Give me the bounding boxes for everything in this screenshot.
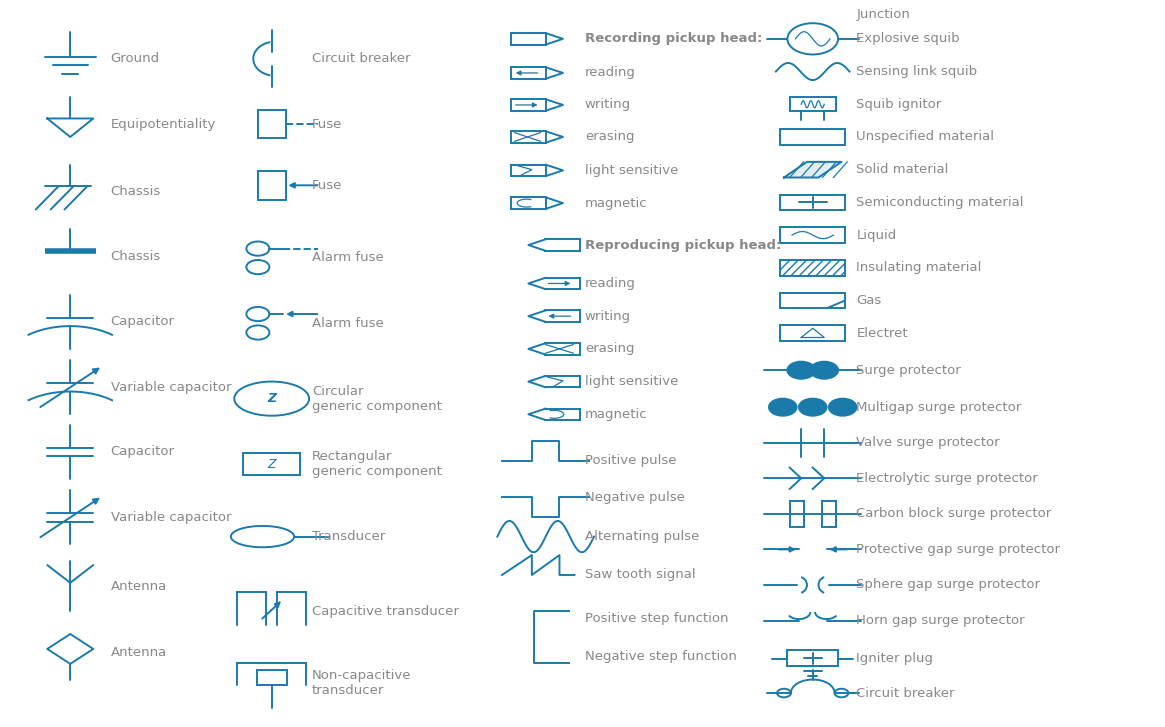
Bar	[781, 195, 845, 210]
Text: Alarm fuse: Alarm fuse	[312, 252, 383, 265]
Text: Positive pulse: Positive pulse	[585, 454, 677, 467]
Text: Squib ignitor: Squib ignitor	[856, 97, 941, 111]
Bar	[822, 501, 835, 526]
Text: Circular
generic component: Circular generic component	[312, 385, 442, 413]
Text: Protective gap surge protector: Protective gap surge protector	[856, 543, 1060, 556]
Text: Saw tooth signal: Saw tooth signal	[585, 569, 696, 582]
Text: Reproducing pickup head:: Reproducing pickup head:	[585, 238, 782, 252]
Text: Insulating material: Insulating material	[856, 261, 982, 274]
Bar	[243, 453, 301, 475]
Text: magnetic: magnetic	[585, 408, 648, 421]
Circle shape	[828, 398, 856, 416]
Text: Non-capacitive
transducer: Non-capacitive transducer	[312, 669, 411, 697]
Text: Explosive squib: Explosive squib	[856, 32, 960, 45]
Bar	[790, 97, 835, 111]
Text: Liquid: Liquid	[856, 228, 897, 241]
Text: Chassis: Chassis	[111, 185, 161, 198]
Text: Capacitive transducer: Capacitive transducer	[312, 606, 459, 619]
Polygon shape	[784, 162, 841, 177]
Text: Z: Z	[268, 457, 276, 470]
Text: Junction: Junction	[856, 8, 910, 21]
Text: Negative step function: Negative step function	[585, 649, 736, 662]
Text: Variable capacitor: Variable capacitor	[111, 381, 231, 394]
Text: Z: Z	[267, 392, 276, 405]
Text: magnetic: magnetic	[585, 196, 648, 209]
Bar	[781, 260, 845, 276]
Text: Electrolytic surge protector: Electrolytic surge protector	[856, 472, 1038, 485]
Text: Unspecified material: Unspecified material	[856, 130, 995, 143]
Text: Capacitor: Capacitor	[111, 446, 175, 459]
Text: Alternating pulse: Alternating pulse	[585, 530, 699, 543]
Circle shape	[788, 361, 816, 379]
Text: light sensitive: light sensitive	[585, 164, 678, 177]
Text: Multigap surge protector: Multigap surge protector	[856, 401, 1022, 414]
Text: writing: writing	[585, 310, 631, 323]
Text: Rectangular
generic component: Rectangular generic component	[312, 450, 442, 478]
Circle shape	[799, 398, 826, 416]
Bar	[790, 501, 804, 526]
Text: Variable capacitor: Variable capacitor	[111, 511, 231, 524]
Text: Surge protector: Surge protector	[856, 364, 961, 377]
Bar	[781, 293, 845, 308]
Bar	[781, 129, 845, 145]
Bar	[781, 326, 845, 341]
Text: Positive step function: Positive step function	[585, 612, 728, 625]
Text: Recording pickup head:: Recording pickup head:	[585, 32, 762, 45]
Circle shape	[769, 398, 797, 416]
Bar	[257, 110, 285, 138]
Text: reading: reading	[585, 66, 636, 79]
Text: Gas: Gas	[856, 294, 882, 307]
Text: Horn gap surge protector: Horn gap surge protector	[856, 614, 1025, 627]
Text: light sensitive: light sensitive	[585, 375, 678, 388]
Text: Capacitor: Capacitor	[111, 316, 175, 329]
Text: Fuse: Fuse	[312, 179, 343, 192]
Text: writing: writing	[585, 98, 631, 111]
Circle shape	[811, 361, 838, 379]
Bar	[788, 651, 838, 666]
Text: Equipotentiality: Equipotentiality	[111, 118, 216, 131]
Text: Fuse: Fuse	[312, 118, 343, 131]
Text: erasing: erasing	[585, 342, 634, 356]
Text: Sensing link squib: Sensing link squib	[856, 65, 977, 78]
Text: Alarm fuse: Alarm fuse	[312, 317, 383, 330]
Text: Igniter plug: Igniter plug	[856, 652, 933, 665]
Text: Ground: Ground	[111, 52, 160, 65]
Text: Circuit breaker: Circuit breaker	[856, 686, 955, 699]
Text: Negative pulse: Negative pulse	[585, 491, 685, 504]
Bar	[781, 228, 845, 243]
Text: Transducer: Transducer	[312, 530, 386, 543]
Bar	[257, 171, 285, 199]
Text: Sphere gap surge protector: Sphere gap surge protector	[856, 579, 1040, 592]
Text: erasing: erasing	[585, 130, 634, 143]
Text: Carbon block surge protector: Carbon block surge protector	[856, 507, 1052, 521]
Text: Antenna: Antenna	[111, 580, 167, 593]
Text: Antenna: Antenna	[111, 646, 167, 659]
Bar	[256, 670, 287, 685]
Text: Semiconducting material: Semiconducting material	[856, 196, 1024, 209]
Text: reading: reading	[585, 277, 636, 290]
Text: Chassis: Chassis	[111, 250, 161, 263]
Text: Circuit breaker: Circuit breaker	[312, 52, 410, 65]
Text: Electret: Electret	[856, 326, 908, 340]
Text: Valve surge protector: Valve surge protector	[856, 436, 1000, 449]
Text: Solid material: Solid material	[856, 163, 948, 176]
